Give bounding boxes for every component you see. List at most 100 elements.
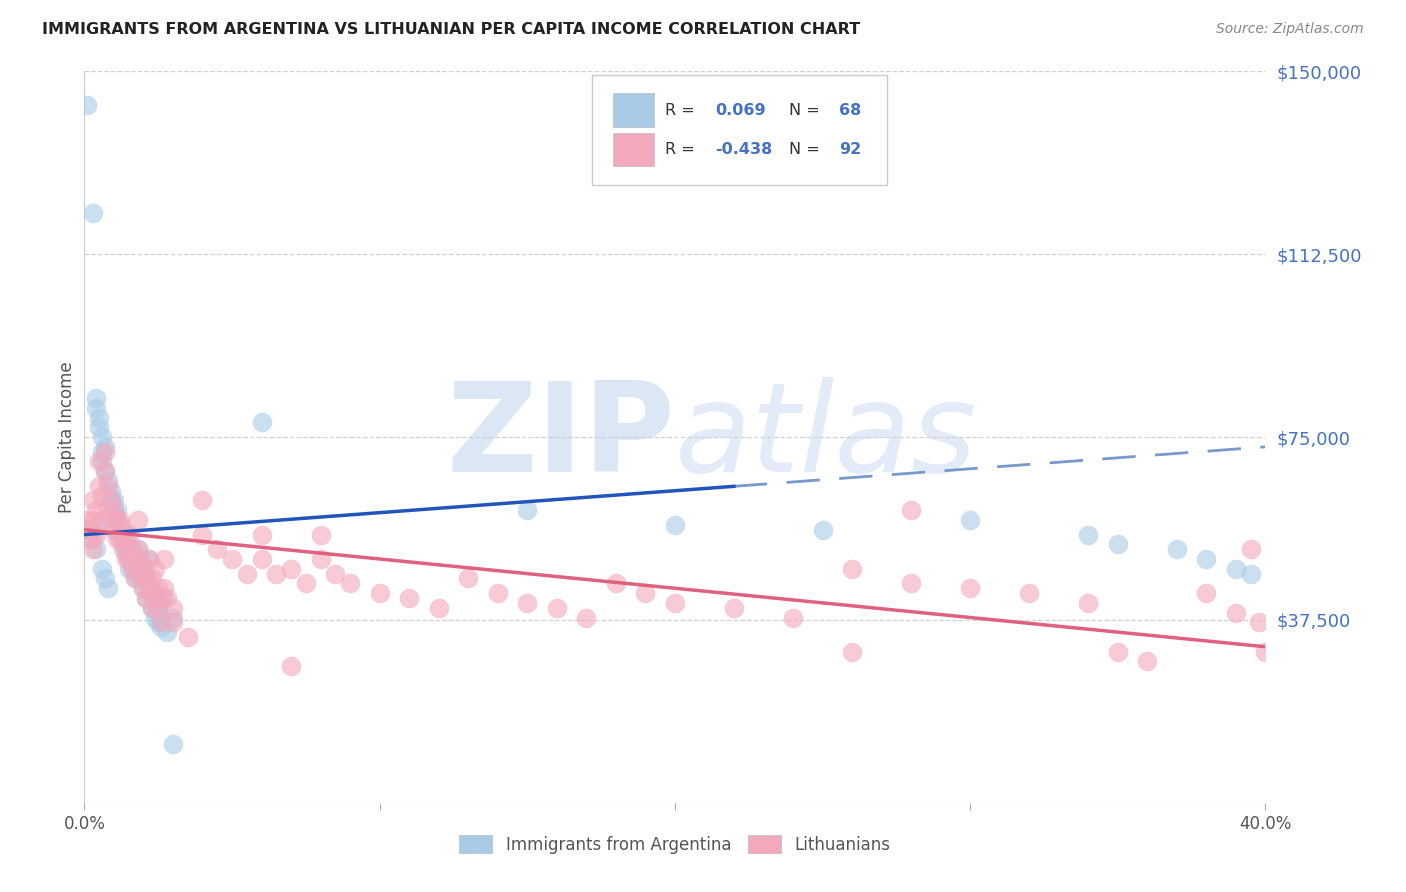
Point <box>100 493 122 508</box>
Point <box>339 576 361 591</box>
Point <box>141 572 163 586</box>
Point <box>121 562 143 576</box>
Point <box>121 542 143 557</box>
Point <box>118 552 141 566</box>
Point <box>111 527 134 541</box>
Point <box>76 98 98 112</box>
Point <box>427 600 450 615</box>
Point <box>103 523 125 537</box>
Point <box>124 552 146 566</box>
Point <box>79 533 101 547</box>
Text: N =: N = <box>789 103 825 118</box>
Point <box>782 610 804 624</box>
Point <box>114 552 136 566</box>
Point <box>150 620 173 634</box>
Point <box>250 527 273 541</box>
Point <box>1077 527 1099 541</box>
Point <box>221 552 243 566</box>
Text: N =: N = <box>789 142 825 157</box>
Point <box>100 513 122 527</box>
Point <box>368 586 391 600</box>
Point <box>900 503 922 517</box>
Point <box>91 562 114 576</box>
Point <box>135 572 157 586</box>
Point <box>76 513 98 527</box>
Point <box>1166 542 1188 557</box>
Point <box>143 591 166 605</box>
Point <box>87 517 111 532</box>
Point <box>1240 566 1263 581</box>
Point <box>114 533 136 547</box>
Point <box>1107 645 1129 659</box>
Text: Source: ZipAtlas.com: Source: ZipAtlas.com <box>1216 22 1364 37</box>
Text: R =: R = <box>665 142 700 157</box>
Point <box>266 566 288 581</box>
Point <box>148 581 170 595</box>
Text: R =: R = <box>665 103 700 118</box>
Point <box>94 572 117 586</box>
Point <box>105 503 128 517</box>
Text: -0.438: -0.438 <box>716 142 772 157</box>
Point <box>108 513 131 527</box>
Point <box>141 600 163 615</box>
Point <box>129 552 152 566</box>
Point <box>1136 654 1159 668</box>
Point <box>457 572 479 586</box>
Y-axis label: Per Capita Income: Per Capita Income <box>58 361 76 513</box>
Point <box>150 591 173 605</box>
Point <box>111 537 134 551</box>
Point <box>605 576 627 591</box>
Point <box>959 581 981 595</box>
Point <box>135 591 157 605</box>
Point <box>153 591 176 605</box>
Point <box>84 527 107 541</box>
Point <box>124 572 146 586</box>
Point <box>516 596 538 610</box>
Point <box>900 576 922 591</box>
Point <box>309 552 332 566</box>
Point <box>148 615 170 630</box>
Point <box>177 630 200 644</box>
Point <box>118 552 141 566</box>
Point <box>97 479 120 493</box>
Point <box>280 659 302 673</box>
Point <box>162 737 184 751</box>
FancyBboxPatch shape <box>592 75 887 185</box>
Point <box>97 581 120 595</box>
Point <box>138 552 160 566</box>
Point <box>108 517 131 532</box>
Point <box>141 600 163 615</box>
Point <box>118 527 141 541</box>
Point <box>91 454 114 468</box>
Point <box>1018 586 1040 600</box>
Point <box>105 533 128 547</box>
Point <box>162 610 184 624</box>
Point <box>191 527 214 541</box>
Point <box>129 552 152 566</box>
Point <box>141 586 163 600</box>
Point <box>127 542 149 557</box>
Point <box>841 645 863 659</box>
Point <box>87 410 111 425</box>
Point <box>79 523 101 537</box>
Point <box>97 474 120 488</box>
Point <box>1225 606 1247 620</box>
Text: 92: 92 <box>839 142 862 157</box>
Point <box>100 493 122 508</box>
Point <box>138 576 160 591</box>
Point <box>94 464 117 478</box>
Point <box>132 581 155 595</box>
Text: 68: 68 <box>839 103 862 118</box>
Point <box>1107 537 1129 551</box>
FancyBboxPatch shape <box>613 94 654 127</box>
Point <box>138 581 160 595</box>
Point <box>103 503 125 517</box>
Point <box>959 513 981 527</box>
Point <box>148 600 170 615</box>
Point <box>634 586 657 600</box>
Point <box>100 483 122 498</box>
Point <box>546 600 568 615</box>
Point <box>91 489 114 503</box>
Point <box>105 513 128 527</box>
Point <box>91 430 114 444</box>
